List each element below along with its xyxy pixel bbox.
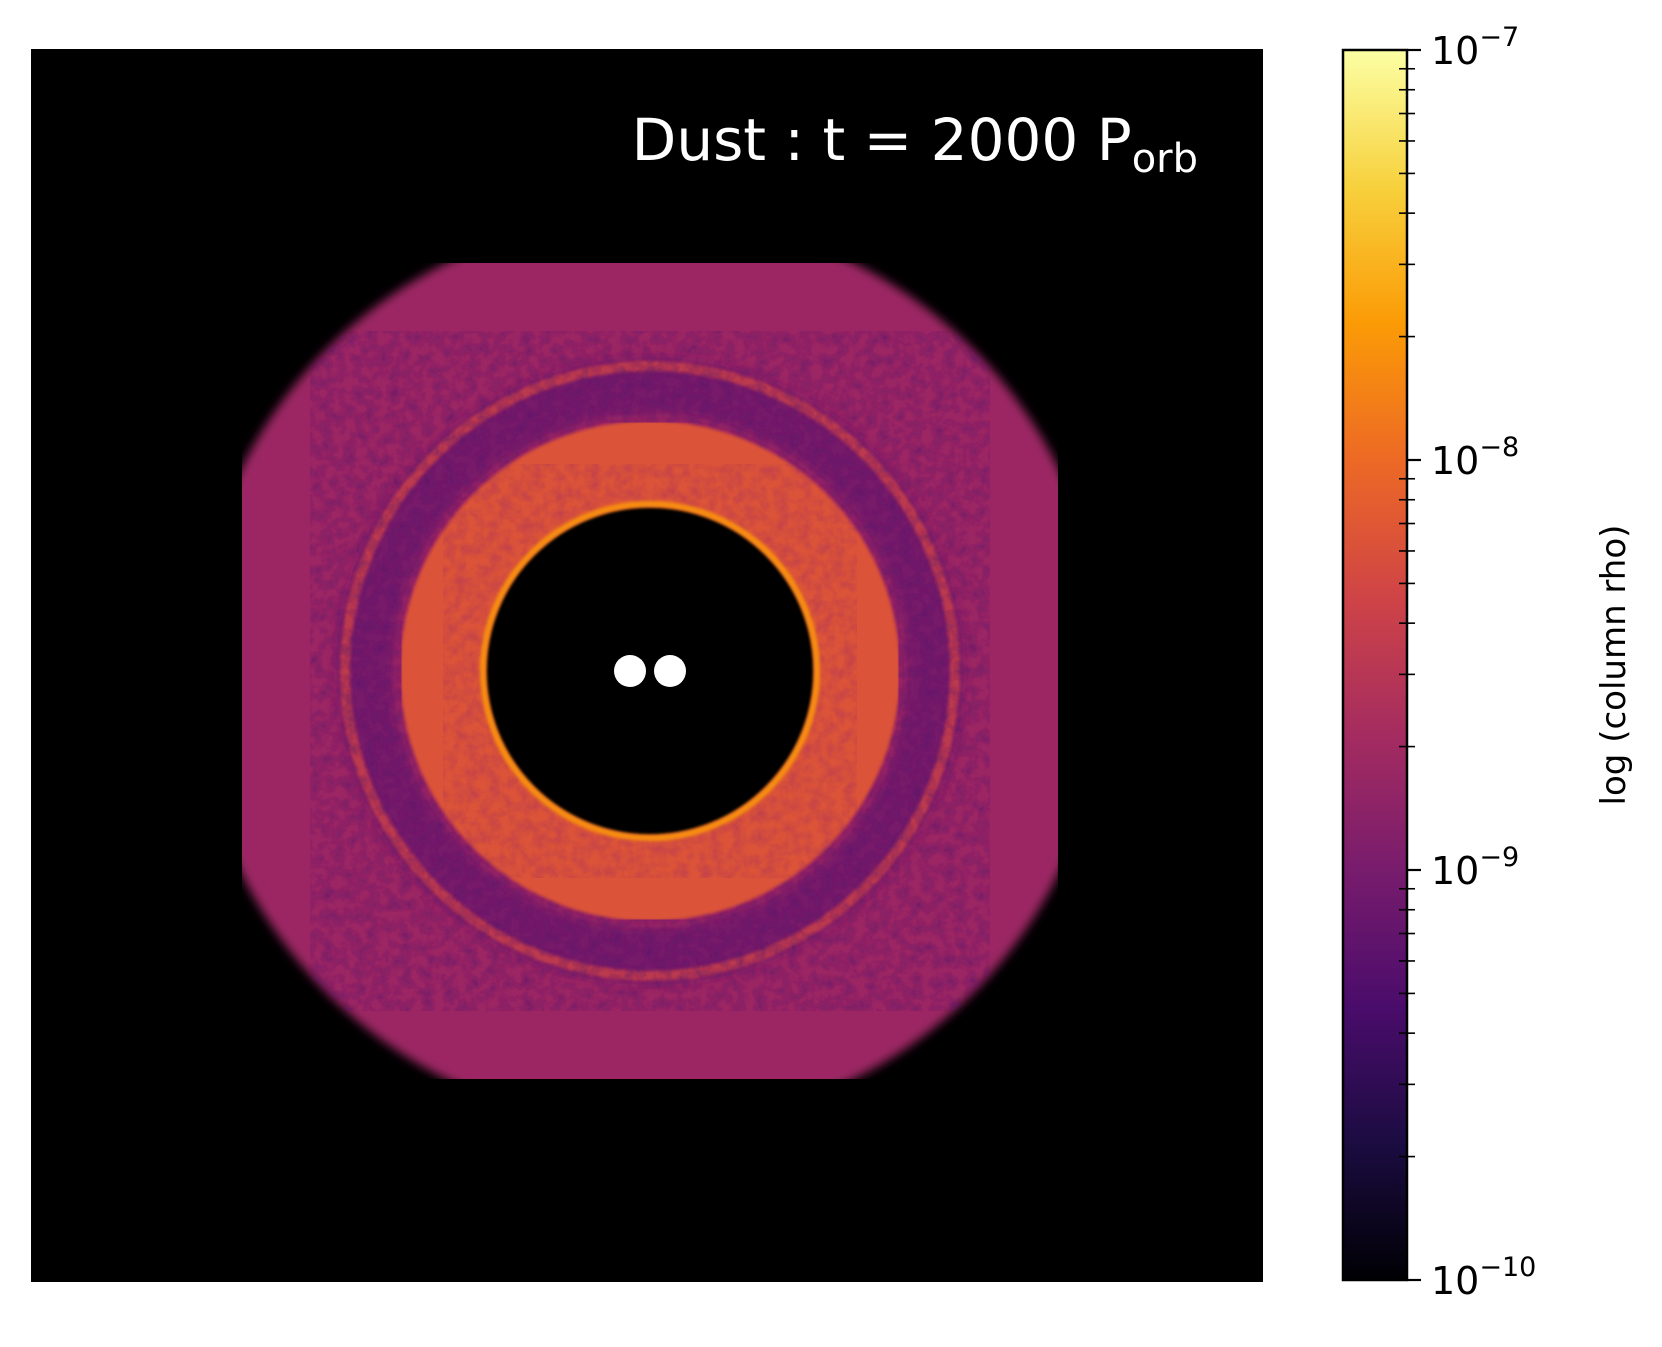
inner-ring-edge xyxy=(480,501,820,841)
star-marker xyxy=(654,655,686,687)
colorbar-frame xyxy=(1341,48,1409,1282)
central-cavity xyxy=(490,511,810,831)
inner-ring-texture xyxy=(400,421,900,921)
binary-stars xyxy=(614,655,686,687)
chart-title: Dust : t = 2000 Porb xyxy=(632,106,1198,182)
density-map xyxy=(31,49,1263,1282)
colorbar-tick-label: 10−8 xyxy=(1431,432,1519,483)
chart-title-main: Dust : t = 2000 P xyxy=(632,106,1132,174)
colorbar-ticks: 10−10 10−9 10−8 10−7 xyxy=(1399,22,1536,1303)
dust-disc xyxy=(194,215,1106,1127)
colorbar-fill xyxy=(1343,50,1407,1280)
colorbar: 10−10 10−9 10−8 10−7 log (column rho) xyxy=(1341,22,1634,1303)
chart-title-subscript: orb xyxy=(1132,136,1198,182)
colorbar-tick-label: 10−7 xyxy=(1431,22,1519,73)
star-marker xyxy=(614,655,646,687)
colorbar-tick-label: 10−9 xyxy=(1431,842,1519,893)
colorbar-label: log (column rho) xyxy=(1594,525,1634,806)
colorbar-tick-label: 10−10 xyxy=(1431,1252,1536,1303)
outer-disc-texture xyxy=(194,215,1106,1127)
